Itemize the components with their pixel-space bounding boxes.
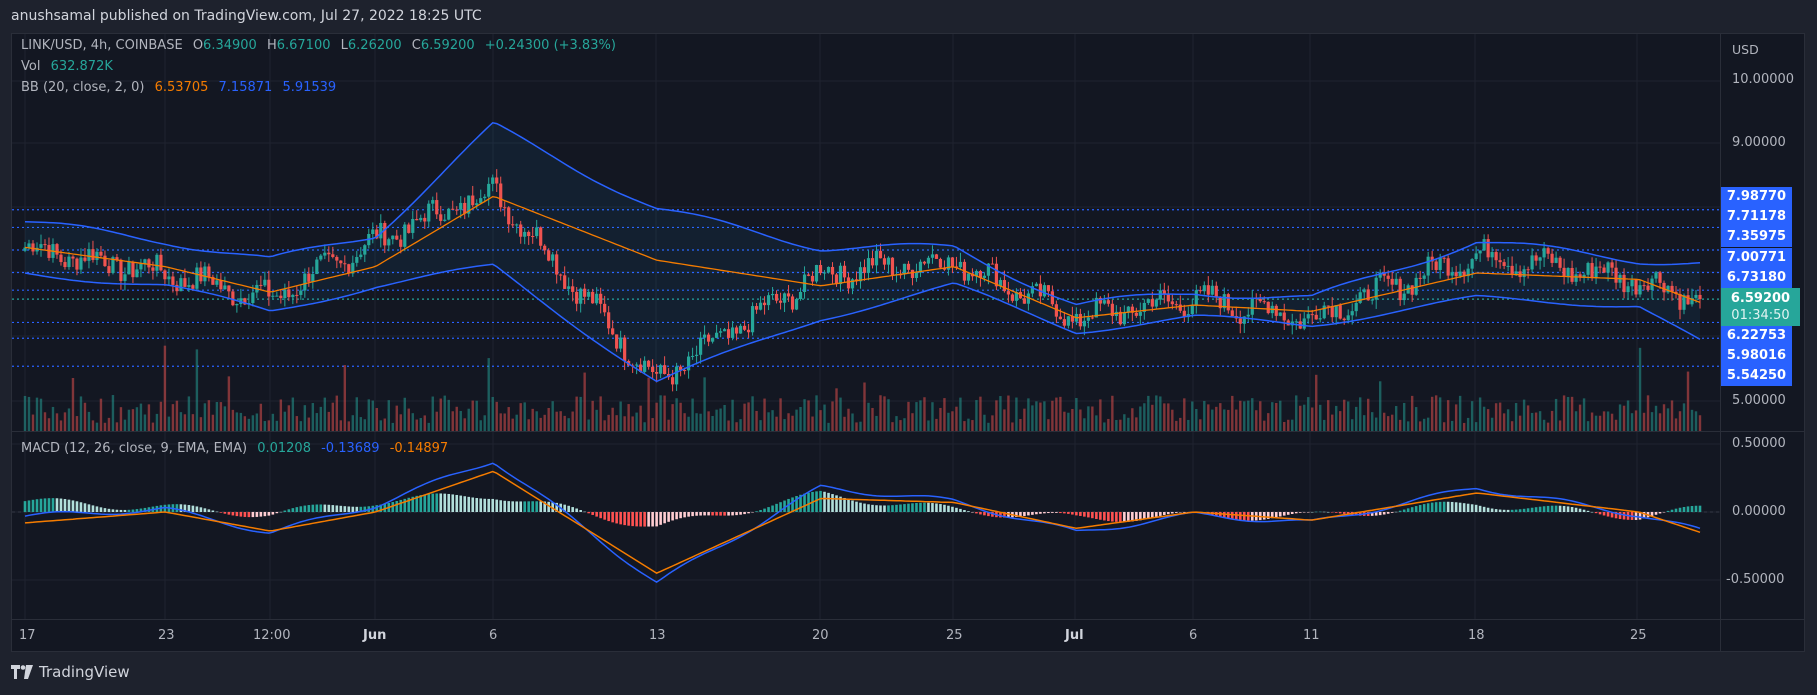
bb-lower-value: 5.91539 [282,80,337,95]
bb-basis-value: 6.53705 [154,80,209,95]
close-value: 6.59200 [420,38,475,53]
level-tag: 5.54250 [1721,366,1792,386]
bb-upper-value: 7.15871 [218,80,273,95]
month-jun: Jun [363,628,387,643]
volume-legend[interactable]: Vol 632.872K [21,59,119,74]
high-value: 6.67100 [276,38,331,53]
volume-label: Vol [21,59,41,74]
price-tick: 5.00000 [1732,393,1786,408]
open-value: 6.34900 [203,38,257,53]
bar-countdown: 01:34:50 [1731,308,1790,323]
logo-text: TradingView [39,663,130,681]
high-label: H [266,38,277,53]
publish-info: anushsamal published on TradingView.com,… [11,8,482,24]
level-tag: 7.98770 [1721,187,1792,207]
macd-hist-value: 0.01208 [257,441,311,456]
time-label: 6 [489,628,498,643]
low-label: L [340,38,348,53]
level-tag: 5.98016 [1721,346,1792,366]
close-label: C [411,38,421,53]
macd-label: MACD (12, 26, close, 9, EMA, EMA) [21,441,248,456]
currency-label: USD [1732,42,1759,57]
macd-tick: 0.50000 [1732,436,1786,451]
time-label: 6 [1189,628,1198,643]
time-label: 25 [946,628,963,643]
level-tag: 7.35975 [1721,227,1792,247]
level-tag: 6.22753 [1721,326,1792,346]
time-label: 23 [158,628,175,643]
time-label: 18 [1468,628,1485,643]
change-value: +0.24300 (+3.83%) [484,38,616,53]
time-label: 17 [19,628,36,643]
current-price-tag: 6.59200 01:34:50 [1721,288,1800,326]
tradingview-logo[interactable]: TradingView [11,663,130,681]
open-label: O [192,38,204,53]
level-tag: 6.73180 [1721,268,1792,288]
month-jul: Jul [1065,628,1084,643]
macd-tick: -0.50000 [1726,572,1785,587]
bb-label: BB (20, close, 2, 0) [21,80,145,95]
current-price: 6.59200 [1730,291,1791,306]
level-tag: 7.00771 [1721,248,1792,268]
level-tag: 7.71178 [1721,207,1792,227]
low-value: 6.26200 [347,38,402,53]
macd-tick: 0.00000 [1732,504,1786,519]
time-label: 20 [812,628,829,643]
time-label: 13 [649,628,666,643]
chart-frame[interactable] [11,33,1805,652]
tradingview-mark-icon [11,665,33,679]
time-label: 25 [1630,628,1647,643]
volume-value: 632.872K [50,59,113,74]
time-label-month: Jul [1065,620,1084,652]
price-tick: 9.00000 [1732,135,1786,150]
macd-line-value: -0.13689 [321,441,380,456]
time-label: 12:00 [253,628,291,643]
bb-legend[interactable]: BB (20, close, 2, 0) 6.53705 7.15871 5.9… [21,80,342,95]
symbol-title[interactable]: LINK/USD, 4h, COINBASE [21,38,183,53]
time-label-month: Jun [363,620,386,652]
symbol-legend[interactable]: LINK/USD, 4h, COINBASE O6.34900 H6.67100… [21,38,622,53]
price-tick: 10.00000 [1732,72,1795,87]
time-label: 11 [1303,628,1320,643]
macd-legend[interactable]: MACD (12, 26, close, 9, EMA, EMA) 0.0120… [21,441,454,456]
macd-signal-value: -0.14897 [389,441,449,456]
